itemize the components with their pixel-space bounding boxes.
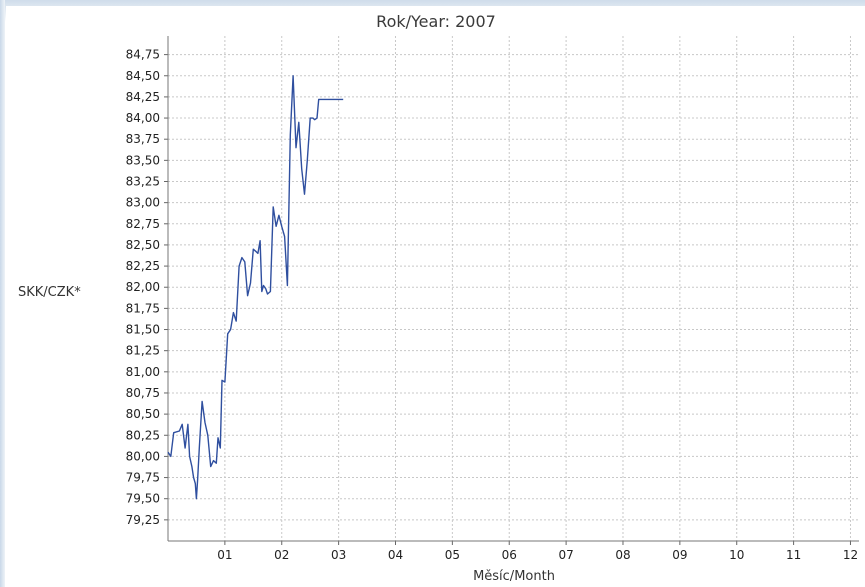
x-tick-label: 11 — [786, 548, 801, 562]
y-tick-label: 81,75 — [126, 301, 160, 315]
y-tick-label: 81,50 — [126, 323, 160, 337]
x-tick-label: 07 — [558, 548, 573, 562]
left-border-strip — [0, 0, 5, 587]
chart-panel: Rok/Year: 2007 79,25 79,50 79,75 80,00 80,25… — [6, 6, 865, 587]
axes-layer — [164, 36, 859, 545]
grid-layer — [167, 36, 859, 541]
y-tick-label: 80,75 — [126, 386, 160, 400]
x-tick-label: 03 — [331, 548, 346, 562]
x-tick-label: 09 — [672, 548, 687, 562]
tick-layer: 79,25 79,50 79,75 80,00 80,25 80,50 80,75 81,00… — [126, 48, 858, 562]
chart-title: Rok/Year: 2007 — [376, 12, 496, 31]
y-tick-label: 83,50 — [126, 153, 160, 167]
y-tick-label: 83,25 — [126, 174, 160, 188]
y-tick-label: 80,25 — [126, 428, 160, 442]
x-tick-label: 06 — [502, 548, 517, 562]
y-tick-label: 84,50 — [126, 69, 160, 83]
y-tick-label: 83,00 — [126, 196, 160, 210]
y-tick-label: 79,50 — [126, 492, 160, 506]
y-tick-label: 84,00 — [126, 111, 160, 125]
x-tick-label: 12 — [843, 548, 858, 562]
y-tick-label: 84,25 — [126, 90, 160, 104]
x-tick-label: 10 — [729, 548, 744, 562]
data-series-line — [167, 75, 344, 500]
y-tick-label: 81,25 — [126, 344, 160, 358]
x-tick-label: 01 — [217, 548, 232, 562]
x-tick-label: 05 — [445, 548, 460, 562]
x-axis-label: Měsíc/Month — [473, 569, 555, 584]
y-tick-label: 83,75 — [126, 132, 160, 146]
x-tick-label: 04 — [388, 548, 403, 562]
y-tick-label: 82,25 — [126, 259, 160, 273]
y-tick-label: 79,75 — [126, 471, 160, 485]
y-tick-label: 84,75 — [126, 48, 160, 62]
y-axis-label: SKK/CZK* — [18, 285, 81, 300]
y-tick-label: 82,00 — [126, 280, 160, 294]
y-tick-label: 80,00 — [126, 449, 160, 463]
x-tick-label: 02 — [274, 548, 289, 562]
x-tick-label: 08 — [615, 548, 630, 562]
y-tick-label: 82,50 — [126, 238, 160, 252]
line-chart: Rok/Year: 2007 79,25 79,50 79,75 80,00 80,25… — [18, 12, 859, 584]
y-tick-label: 81,00 — [126, 365, 160, 379]
y-tick-label: 79,25 — [126, 513, 160, 527]
y-tick-label: 82,75 — [126, 217, 160, 231]
y-tick-label: 80,50 — [126, 407, 160, 421]
series-layer — [167, 75, 344, 500]
